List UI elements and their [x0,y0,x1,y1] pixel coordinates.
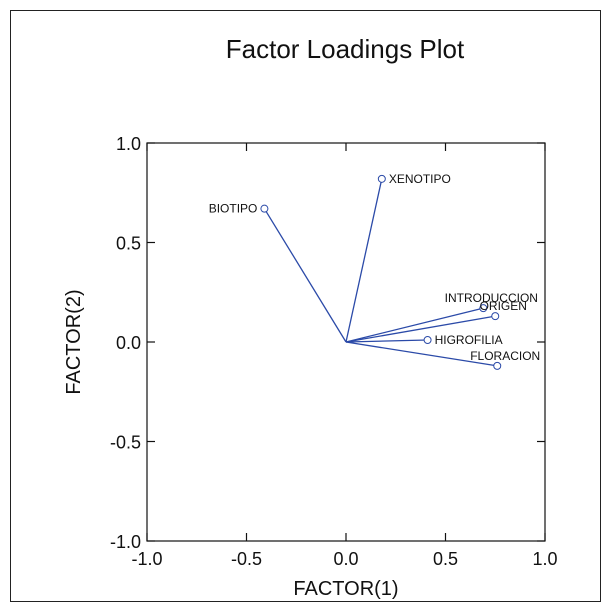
loading-vector-higrofilia [345,339,428,343]
y-tick-label: 1.0 [116,134,141,154]
x-tick-label: 1.0 [532,549,557,569]
loading-points [260,174,502,370]
loading-point-xenotipo [377,174,386,183]
x-axis-label: FACTOR(1) [293,578,398,600]
loading-vector-biotipo [263,208,347,343]
x-tick-label: -0.5 [231,549,262,569]
y-tick-label: -0.5 [110,433,141,453]
chart-frame [10,10,601,602]
point-label-xenotipo: XENOTIPO [389,172,451,186]
loading-point-floracion [493,361,502,370]
point-label-higrofilia: HIGROFILIA [435,333,503,347]
point-label-floracion: FLORACION [470,349,540,363]
chart-title: Factor Loadings Plot [226,34,465,64]
x-tick-label: 0.0 [333,549,358,569]
y-tick-label: 0.0 [116,333,141,353]
loading-point-introduccion [479,304,488,313]
loading-point-origen [491,312,500,321]
loading-vector-introduccion [345,307,484,343]
loading-point-higrofilia [423,336,432,345]
loading-vector-floracion [345,341,498,367]
x-tick-label: 0.5 [433,549,458,569]
x-tick-label: -1.0 [131,549,162,569]
y-tick-label: 0.5 [116,234,141,254]
point-label-origen: ORIGEN [480,299,527,313]
loading-point-biotipo [260,204,269,213]
point-label-introduccion: INTRODUCCION [445,291,538,305]
loading-vectors [263,178,498,367]
loading-vector-xenotipo [345,178,383,343]
loading-vector-origen [345,315,496,343]
axis-ticks: -1.0 -0.5 0.0 0.5 1.0 -1.0 -0.5 0.0 0.5 1.0 [110,134,558,569]
y-tick-label: -1.0 [110,532,141,552]
point-label-biotipo: BIOTIPO [209,202,258,216]
y-axis-label: FACTOR(2) [63,289,85,394]
